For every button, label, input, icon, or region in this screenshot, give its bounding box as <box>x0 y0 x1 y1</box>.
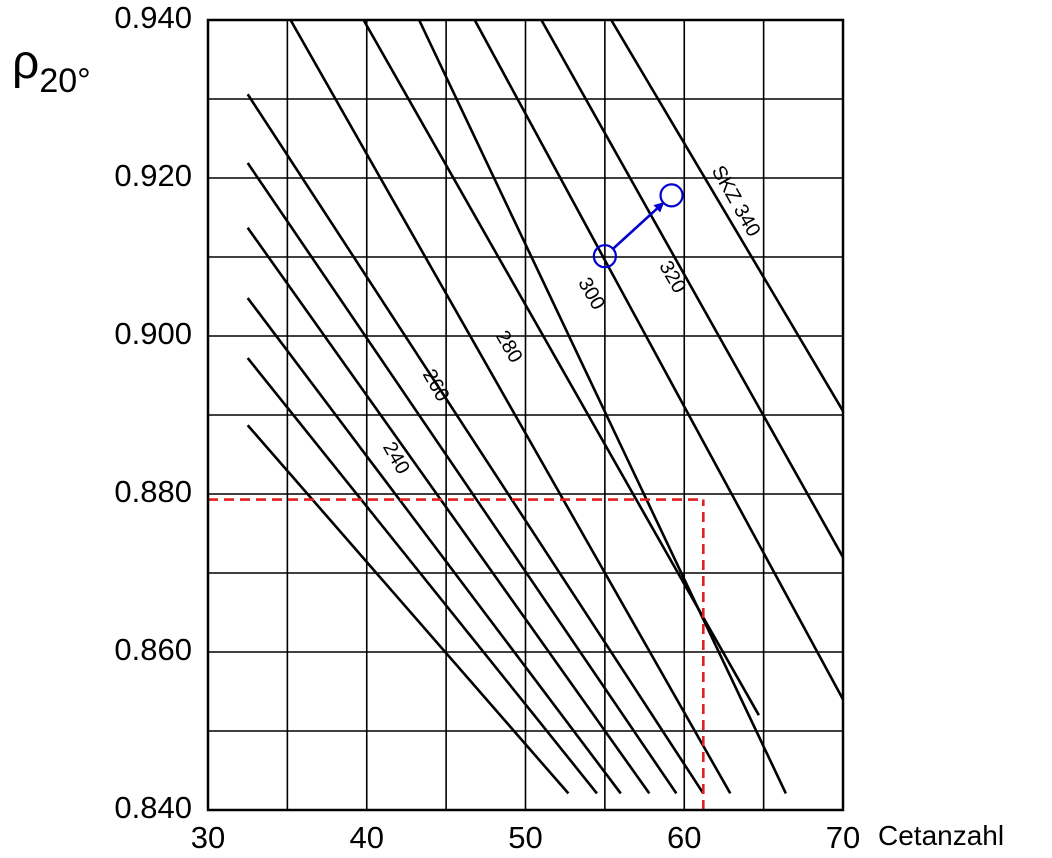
marker-arrow <box>612 202 665 250</box>
marker-circle-start <box>592 244 617 269</box>
y-tick-label: 0.900 <box>114 316 192 351</box>
iso-line <box>289 19 732 795</box>
y-tick-label: 0.860 <box>114 632 192 667</box>
markers <box>592 183 684 269</box>
iso-line <box>246 227 651 795</box>
iso-lines <box>246 19 845 795</box>
marker-circle-end <box>659 183 684 208</box>
iso-line <box>246 357 598 795</box>
y-axis-label-main: ρ <box>12 36 39 89</box>
x-axis-label: Cetanzahl <box>878 820 1004 851</box>
x-tick-labels: 30 40 50 60 70 <box>191 820 860 855</box>
x-tick-label: 50 <box>508 820 542 855</box>
y-axis-label-sub: 20° <box>39 62 90 100</box>
y-tick-label: 0.840 <box>114 790 192 825</box>
x-tick-label: 70 <box>826 820 860 855</box>
iso-line <box>610 19 845 412</box>
x-tick-label: 30 <box>191 820 225 855</box>
iso-line <box>540 19 845 558</box>
iso-line <box>417 19 788 794</box>
y-axis-label: ρ20° <box>12 36 91 100</box>
iso-line <box>246 162 678 795</box>
y-tick-label: 0.880 <box>114 474 192 509</box>
y-tick-label: 0.940 <box>114 0 192 35</box>
iso-line <box>473 19 845 701</box>
iso-line <box>246 297 622 795</box>
iso-line <box>246 424 570 795</box>
y-tick-labels: 0.840 0.860 0.880 0.900 0.920 0.940 <box>114 0 192 825</box>
x-tick-label: 60 <box>667 820 701 855</box>
plot-frame <box>206 18 845 812</box>
y-tick-label: 0.920 <box>114 158 192 193</box>
iso-line <box>246 93 705 795</box>
x-tick-label: 40 <box>350 820 384 855</box>
reference-lines <box>208 498 705 810</box>
